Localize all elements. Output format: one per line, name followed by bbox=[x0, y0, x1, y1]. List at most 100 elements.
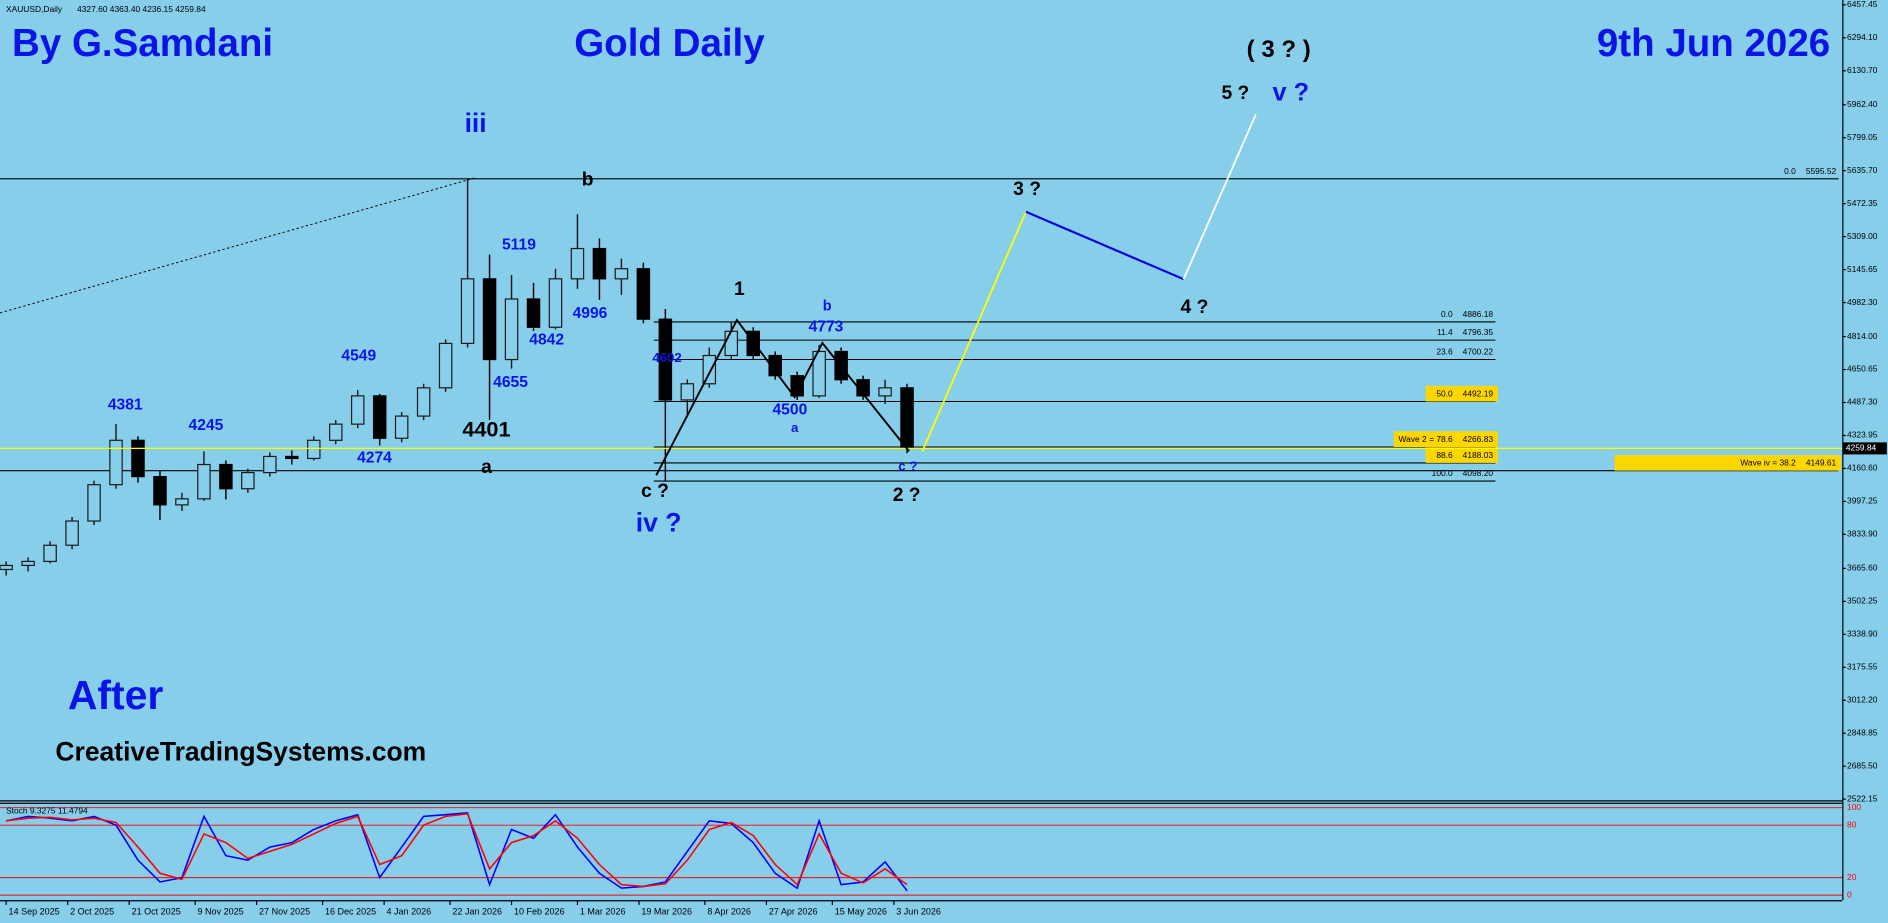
fib-ratio: 88.6 bbox=[1436, 450, 1453, 460]
candle-body bbox=[460, 278, 475, 345]
candle-body bbox=[768, 354, 782, 377]
candle-body bbox=[592, 247, 607, 280]
stoch-line bbox=[5, 812, 908, 892]
x-tick-label: 1 Mar 2026 bbox=[580, 907, 626, 917]
projection-line bbox=[1182, 113, 1257, 280]
wave-line bbox=[655, 318, 910, 476]
fib-ratio: 0.0 bbox=[1784, 166, 1796, 176]
annotation: 5 ? bbox=[1221, 83, 1249, 104]
x-tick-label: 2 Oct 2025 bbox=[70, 907, 114, 917]
date: 9th Jun 2026 bbox=[1597, 22, 1830, 65]
annotation: a bbox=[481, 457, 492, 478]
annotation: iv ? bbox=[636, 508, 682, 538]
y-tick-label: 3833.90 bbox=[1847, 529, 1878, 539]
candle-body bbox=[680, 383, 695, 401]
y-tick-label: 5309.00 bbox=[1847, 231, 1878, 241]
candle-body bbox=[856, 379, 870, 397]
y-tick-label: 0 bbox=[1847, 889, 1852, 899]
candle-body bbox=[614, 268, 629, 280]
fib-ratio: 0.0 bbox=[1441, 309, 1453, 319]
x-tick-label: 15 May 2026 bbox=[835, 907, 887, 917]
fib-price: 4492.19 bbox=[1463, 389, 1494, 399]
annotation: 4655 bbox=[493, 374, 528, 391]
annotation: v ? bbox=[1273, 79, 1310, 107]
y-tick-label: 3997.25 bbox=[1847, 496, 1878, 506]
y-tick-label: 4650.65 bbox=[1847, 364, 1878, 374]
annotation: a bbox=[791, 420, 799, 435]
y-tick-label: 4160.60 bbox=[1847, 463, 1878, 473]
y-tick-label: 3502.25 bbox=[1847, 596, 1878, 606]
candle-body bbox=[350, 395, 365, 425]
y-tick-label: 4487.30 bbox=[1847, 397, 1878, 407]
x-tick-label: 9 Nov 2025 bbox=[198, 907, 244, 917]
annotation: 4401 bbox=[462, 417, 510, 442]
projection-line bbox=[921, 211, 1027, 452]
candle-body bbox=[548, 278, 563, 328]
candle-body bbox=[724, 330, 739, 357]
y-tick-label: 6294.10 bbox=[1847, 32, 1878, 42]
candle-body bbox=[482, 278, 497, 361]
candle-body bbox=[416, 387, 431, 417]
annotation: ( 3 ? ) bbox=[1247, 36, 1311, 63]
candle-body bbox=[65, 520, 79, 546]
fib-ratio: Wave iv = 38.2 bbox=[1740, 458, 1796, 468]
annotation: 4381 bbox=[108, 397, 143, 414]
website: CreativeTradingSystems.com bbox=[55, 736, 426, 766]
annotation: 3 ? bbox=[1013, 179, 1041, 200]
indicator-title: Stoch 9.3275 11.4794 bbox=[6, 805, 88, 815]
y-tick-label: 2685.50 bbox=[1847, 760, 1878, 770]
candle-body bbox=[812, 350, 826, 397]
stoch-line bbox=[6, 813, 908, 888]
candle-body bbox=[285, 455, 299, 460]
fib-ratio: 11.4 bbox=[1437, 327, 1453, 337]
fib-ratio: Wave 2 = 78.6 bbox=[1399, 434, 1453, 444]
annotation: 2 ? bbox=[893, 485, 921, 506]
ohlc: 4327.60 4363.40 4236.15 4259.84 bbox=[77, 4, 206, 14]
projection-line bbox=[1025, 210, 1185, 281]
y-tick-label: 5799.05 bbox=[1847, 132, 1878, 142]
x-tick-label: 21 Oct 2025 bbox=[132, 907, 181, 917]
y-tick-label: 2848.85 bbox=[1847, 727, 1878, 737]
x-tick-label: 10 Feb 2026 bbox=[514, 907, 565, 917]
candle-body bbox=[878, 387, 892, 397]
annotation: 4274 bbox=[357, 450, 392, 467]
annotation: 4773 bbox=[809, 318, 844, 335]
annotation: 4549 bbox=[341, 347, 376, 364]
x-tick-label: 19 Mar 2026 bbox=[641, 907, 692, 917]
candle-body bbox=[570, 247, 585, 280]
candle-body bbox=[21, 560, 35, 567]
candle-body bbox=[307, 439, 321, 460]
annotation: 4842 bbox=[529, 332, 564, 349]
annotation: 5119 bbox=[502, 237, 536, 254]
fib-price: 4188.03 bbox=[1463, 450, 1494, 460]
candle-body bbox=[394, 415, 409, 439]
footer: After bbox=[68, 672, 164, 718]
x-tick-label: 16 Dec 2025 bbox=[325, 907, 376, 917]
candle-body bbox=[702, 354, 717, 385]
current-price-box bbox=[1843, 442, 1887, 455]
y-tick-label: 6130.70 bbox=[1847, 65, 1878, 75]
annotation: 4996 bbox=[573, 305, 608, 322]
candle-body bbox=[153, 476, 167, 506]
fib-price: 4149.61 bbox=[1806, 458, 1837, 468]
candle-body bbox=[109, 439, 123, 486]
fib-highlight bbox=[1425, 385, 1498, 402]
candle-body bbox=[636, 268, 651, 320]
x-tick-label: 22 Jan 2026 bbox=[452, 907, 502, 917]
y-tick-label: 4982.30 bbox=[1847, 297, 1878, 307]
candle-body bbox=[0, 564, 13, 571]
y-tick-label: 4814.00 bbox=[1847, 331, 1878, 341]
candle-body bbox=[241, 471, 255, 490]
y-tick-label: 100 bbox=[1847, 802, 1861, 812]
candle-body bbox=[219, 463, 233, 490]
y-tick-label: 6457.45 bbox=[1847, 0, 1878, 9]
x-tick-label: 4 Jan 2026 bbox=[387, 907, 432, 917]
fib-price: 4796.35 bbox=[1463, 327, 1494, 337]
fib-price: 4266.83 bbox=[1463, 434, 1494, 444]
author: By G.Samdani bbox=[12, 22, 273, 65]
candle-body bbox=[526, 298, 541, 328]
annotation: b bbox=[823, 299, 832, 315]
